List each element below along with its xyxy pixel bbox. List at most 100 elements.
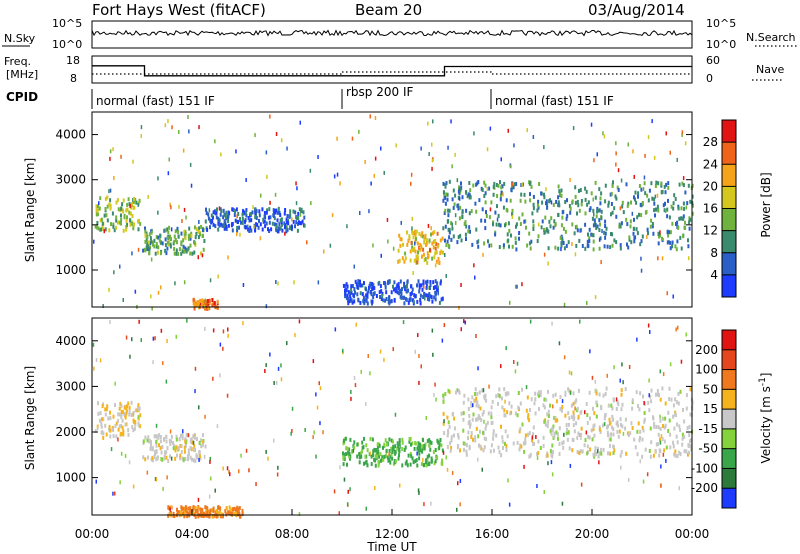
echo-cell: [97, 226, 100, 231]
echo-cell: [134, 197, 137, 202]
echo-cell: [235, 207, 238, 212]
echo-cell: [664, 201, 666, 206]
echo-cell: [515, 222, 518, 227]
echo-cell: [164, 123, 167, 128]
echo-cell: [576, 435, 579, 440]
echo-cell: [685, 406, 688, 411]
echo-cell: [633, 239, 636, 244]
echo-cell: [225, 506, 228, 511]
echo-cell: [447, 243, 450, 248]
echo-cell: [194, 366, 197, 371]
echo-cell: [125, 208, 128, 213]
echo-cell: [488, 186, 491, 191]
colorbar-tick-label: 200: [695, 343, 718, 357]
echo-cell: [561, 215, 564, 220]
echo-cell: [546, 453, 549, 458]
echo-cell: [276, 229, 279, 234]
echo-cell: [559, 192, 562, 197]
echo-cell: [422, 281, 425, 286]
colorbar-swatch: [722, 274, 736, 297]
echo-cell: [418, 283, 421, 288]
echo-cell: [586, 413, 589, 417]
echo-cell: [655, 442, 658, 447]
echo-cell: [349, 294, 352, 299]
echo-cell: [542, 403, 545, 408]
echo-cell: [665, 182, 668, 187]
echo-cell: [465, 452, 468, 457]
echo-cell: [339, 181, 341, 186]
echo-cell: [550, 460, 553, 465]
echo-cell: [681, 442, 684, 447]
echo-cell: [189, 506, 192, 511]
echo-cell: [369, 114, 371, 119]
echo-cell: [558, 426, 561, 431]
echo-cell: [265, 210, 268, 215]
echo-cell: [390, 452, 393, 457]
y-tick-label: 4000: [55, 128, 86, 142]
echo-cell: [467, 430, 470, 435]
echo-cell: [472, 437, 474, 442]
echo-cell: [345, 282, 348, 287]
echo-cell: [546, 227, 548, 232]
echo-cell: [657, 241, 660, 246]
echo-cell: [120, 403, 123, 408]
echo-cell: [365, 506, 367, 511]
echo-cell: [570, 371, 573, 376]
echo-cell: [598, 237, 601, 242]
echo-cell: [372, 295, 375, 300]
echo-cell: [681, 133, 683, 137]
echo-cell: [502, 245, 505, 250]
echo-cell: [589, 206, 592, 211]
echo-cell: [488, 243, 490, 248]
echo-cell: [422, 252, 425, 257]
echo-cell: [409, 292, 412, 297]
echo-cell: [175, 434, 178, 439]
echo-cell: [153, 238, 156, 243]
echo-cell: [528, 231, 531, 236]
echo-cell: [109, 434, 112, 439]
echo-cell: [641, 454, 644, 459]
colorbar-swatch: [722, 142, 736, 165]
echo-cell: [239, 232, 241, 237]
echo-cell: [442, 393, 445, 398]
echo-cell: [615, 397, 618, 402]
echo-cell: [333, 489, 336, 494]
echo-cell: [278, 222, 281, 227]
echo-cell: [369, 281, 372, 286]
echo-cell: [608, 421, 611, 426]
echo-cell: [434, 448, 437, 452]
echo-cell: [203, 299, 206, 304]
echo-cell: [410, 291, 413, 296]
echo-cell: [298, 220, 300, 225]
echo-cell: [359, 300, 362, 305]
echo-cell: [571, 222, 574, 227]
echo-cell: [269, 200, 271, 205]
echo-cell: [568, 388, 571, 393]
echo-cell: [292, 209, 295, 214]
echo-cell: [157, 235, 160, 240]
echo-cell: [95, 204, 98, 209]
echo-cell: [434, 292, 437, 297]
echo-cell: [397, 286, 400, 290]
echo-cell: [641, 437, 644, 442]
echo-cell: [509, 198, 512, 203]
echo-cell: [131, 201, 134, 206]
echo-cell: [344, 291, 347, 296]
echo-cell: [595, 451, 598, 456]
echo-cell: [649, 454, 652, 459]
echo-cell: [544, 215, 547, 220]
echo-cell: [627, 142, 629, 147]
echo-cell: [669, 230, 672, 235]
echo-cell: [130, 400, 133, 405]
echo-cell: [443, 211, 446, 215]
echo-cell: [593, 212, 595, 217]
echo-cell: [223, 226, 226, 231]
echo-cell: [532, 224, 535, 229]
echo-cell: [527, 432, 529, 437]
echo-cell: [490, 443, 493, 448]
echo-cell: [234, 209, 236, 213]
echo-cell: [276, 472, 279, 477]
echo-cell: [202, 233, 204, 238]
echo-cell: [437, 291, 439, 296]
echo-cell: [517, 405, 520, 410]
